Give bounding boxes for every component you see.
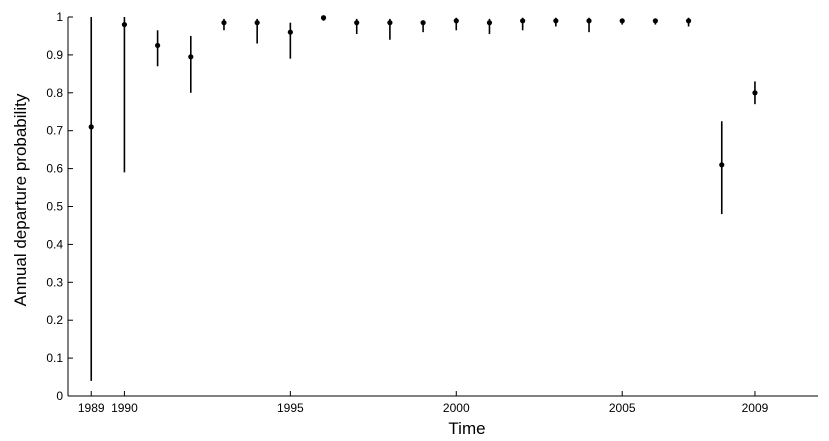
x-tick-label: 1995 [277,401,304,415]
y-tick-label: 1 [56,10,63,24]
x-ticks: 1989 1990 1995 2000 2005 2009 [78,391,769,415]
y-tick-label: 0.8 [46,86,63,100]
data-point [254,20,260,26]
data-marks [88,15,758,381]
data-point [685,18,692,24]
y-tick-label: 0.2 [46,313,63,327]
data-point [619,18,625,24]
data-point [719,162,725,168]
x-axis-title: Time [448,419,485,438]
data-point [387,20,393,26]
data-point [287,29,293,35]
data-point [752,90,758,96]
data-point [155,42,161,49]
y-tick-label: 0.9 [46,48,63,62]
data-point [520,18,526,24]
x-tick-label: 2005 [609,401,636,415]
data-point [188,54,194,60]
y-axis-title: Annual departure probability [11,93,30,306]
y-tick-label: 0.5 [46,200,63,214]
x-tick-label: 1989 [78,401,105,415]
y-ticks: 0 0.1 0.2 0.3 0.4 0.5 0.6 0.7 0.8 0.9 1 [46,10,73,403]
data-point [652,18,658,24]
data-point [320,15,327,21]
y-tick-label: 0.4 [46,237,63,251]
data-point [486,20,493,26]
axes [67,17,818,397]
y-tick-label: 0.1 [46,351,63,365]
y-tick-label: 0.3 [46,275,63,289]
y-tick-label: 0.7 [46,124,63,138]
data-point [88,124,94,130]
data-point [586,18,592,24]
x-tick-label: 2000 [443,401,470,415]
x-tick-label: 1990 [111,401,138,415]
data-point [553,18,559,24]
data-point [221,20,227,26]
data-point [354,20,360,26]
y-tick-label: 0.6 [46,162,63,176]
data-point [453,18,459,24]
data-point [121,21,128,28]
data-point [420,20,426,26]
y-tick-label: 0 [56,389,63,403]
x-tick-label: 2009 [742,401,769,415]
